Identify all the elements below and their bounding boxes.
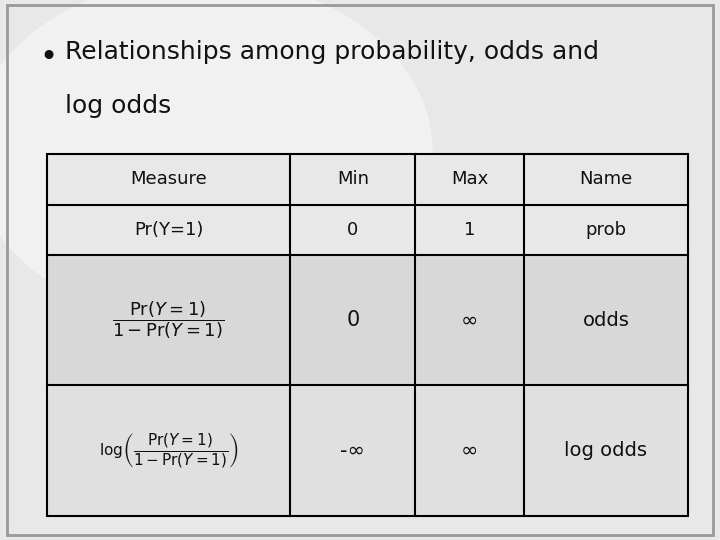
Text: log odds: log odds bbox=[564, 441, 647, 460]
Text: Measure: Measure bbox=[130, 170, 207, 188]
Text: •: • bbox=[40, 43, 58, 72]
Text: prob: prob bbox=[585, 221, 626, 239]
Text: Min: Min bbox=[337, 170, 369, 188]
Text: Name: Name bbox=[580, 170, 633, 188]
Bar bbox=[47, 154, 688, 205]
Text: Pr(Y=1): Pr(Y=1) bbox=[134, 221, 203, 239]
Text: 0: 0 bbox=[347, 221, 359, 239]
Text: Max: Max bbox=[451, 170, 488, 188]
Text: Relationships among probability, odds and: Relationships among probability, odds an… bbox=[65, 40, 599, 64]
Bar bbox=[47, 386, 688, 516]
Text: log odds: log odds bbox=[65, 94, 171, 118]
Text: $\dfrac{\mathrm{Pr}(Y=1)}{1-\mathrm{Pr}(Y=1)}$: $\dfrac{\mathrm{Pr}(Y=1)}{1-\mathrm{Pr}(… bbox=[112, 300, 225, 341]
Text: ∞: ∞ bbox=[461, 441, 478, 461]
Text: odds: odds bbox=[582, 311, 629, 330]
Bar bbox=[47, 154, 688, 516]
Circle shape bbox=[0, 0, 432, 324]
Text: $\log\!\left(\dfrac{\mathrm{Pr}(Y=1)}{1-\mathrm{Pr}(Y=1)}\right)$: $\log\!\left(\dfrac{\mathrm{Pr}(Y=1)}{1-… bbox=[99, 431, 238, 470]
Text: 0: 0 bbox=[346, 310, 359, 330]
Text: ∞: ∞ bbox=[461, 310, 478, 330]
Bar bbox=[47, 255, 688, 386]
Text: -∞: -∞ bbox=[341, 441, 365, 461]
Bar bbox=[47, 205, 688, 255]
Text: 1: 1 bbox=[464, 221, 475, 239]
